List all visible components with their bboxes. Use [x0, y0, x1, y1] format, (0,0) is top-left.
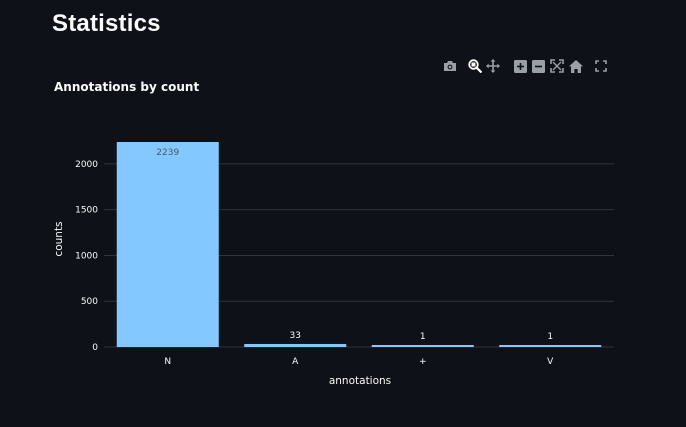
page-title: Statistics [52, 10, 161, 37]
y-axis-title: counts [53, 221, 65, 256]
x-tick-label: N [164, 357, 171, 367]
x-tick-label: V [547, 357, 554, 367]
fullscreen-icon[interactable] [593, 58, 609, 74]
y-tick-label: 2000 [75, 160, 98, 170]
bar-value-label: 1 [420, 332, 426, 342]
y-tick-label: 0 [92, 343, 98, 353]
bar-value-label: 2239 [156, 148, 179, 158]
bar-1[interactable] [244, 343, 347, 347]
bar-3[interactable] [499, 345, 602, 347]
pan-icon[interactable] [485, 58, 501, 74]
x-tick-label: A [292, 357, 299, 367]
camera-icon[interactable] [442, 58, 458, 74]
home-icon[interactable] [568, 58, 584, 74]
y-tick-label: 1500 [75, 206, 98, 216]
y-tick-label: 500 [81, 297, 98, 307]
zoom-icon[interactable] [467, 58, 483, 74]
chart-modebar [440, 58, 620, 76]
chart-title: Annotations by count [54, 80, 199, 94]
y-tick-label: 1000 [75, 251, 98, 261]
y-axis-ticks: 0 500 1000 1500 2000 [75, 160, 98, 353]
zoom-out-icon[interactable] [530, 58, 546, 74]
bars: 2239 33 1 1 [116, 142, 602, 347]
bar-0[interactable] [116, 142, 219, 347]
x-axis-title: annotations [329, 375, 391, 387]
autoscale-icon[interactable] [549, 58, 565, 74]
x-axis-ticks: N A + V [164, 357, 554, 367]
x-tick-label: + [419, 357, 427, 367]
bar-2[interactable] [371, 345, 474, 347]
bar-value-label: 33 [290, 331, 301, 341]
bar-value-label: 1 [547, 332, 553, 342]
zoom-in-icon[interactable] [512, 58, 528, 74]
